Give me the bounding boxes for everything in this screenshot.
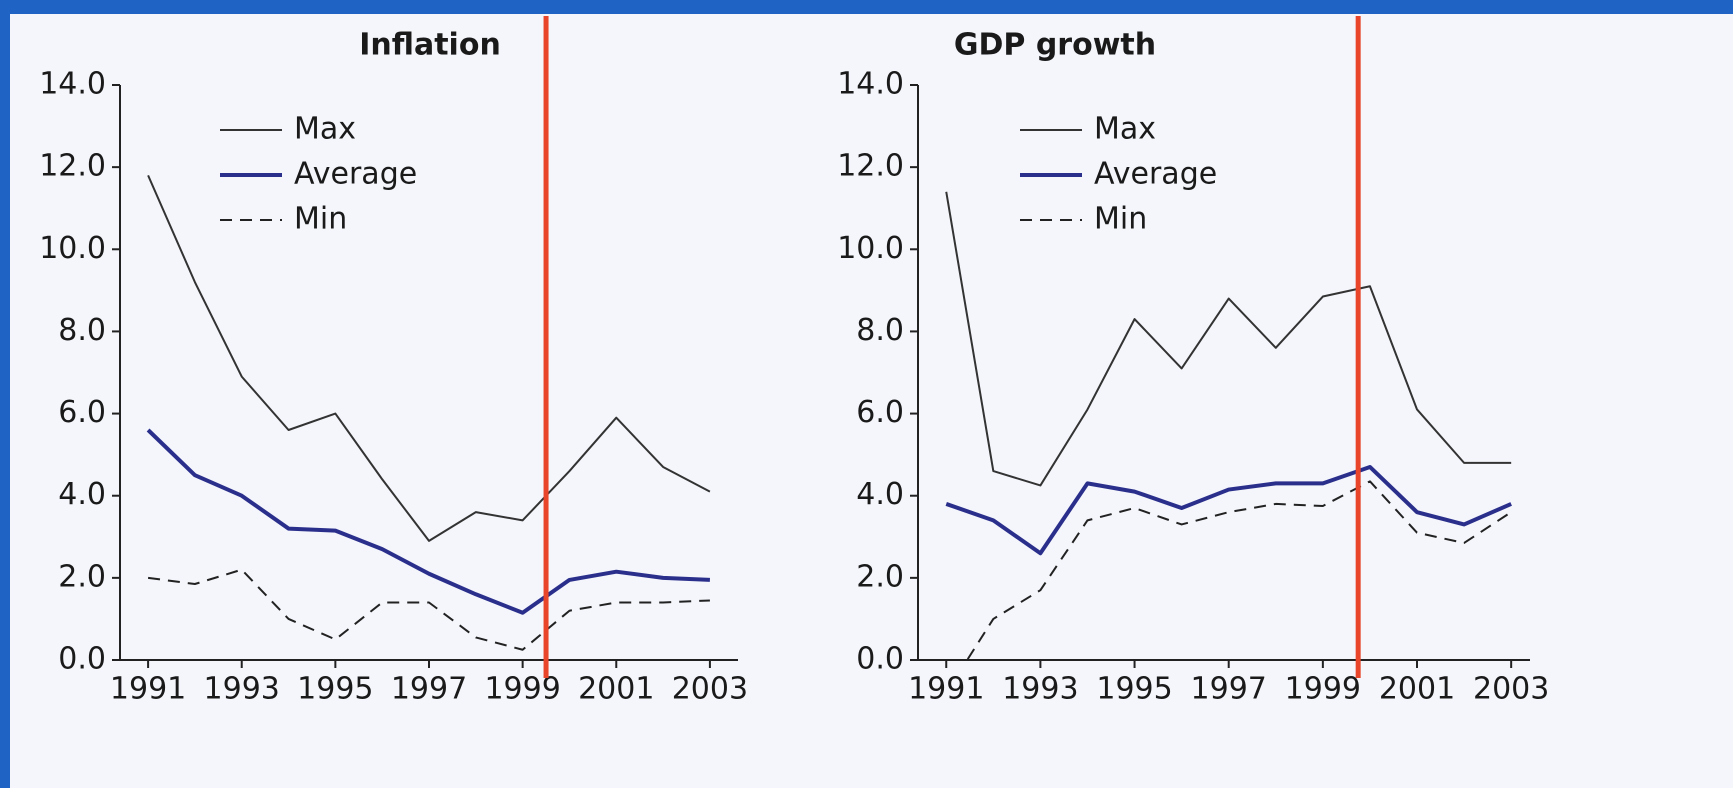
- x-tick-label: 1997: [391, 672, 467, 707]
- x-tick-label: 2003: [672, 672, 748, 707]
- y-tick-label: 4.0: [58, 477, 106, 512]
- y-tick-label: 10.0: [39, 231, 106, 266]
- y-tick-label: 8.0: [856, 313, 904, 348]
- series-line: [147, 568, 710, 651]
- series-line: [147, 174, 711, 542]
- y-tick-label: 0.0: [58, 642, 106, 677]
- x-tick-label: 1995: [297, 672, 373, 707]
- legend-label: Average: [1094, 157, 1217, 192]
- y-tick-label: 14.0: [837, 67, 904, 102]
- x-tick-label: 1993: [1002, 672, 1078, 707]
- y-tick-label: 2.0: [856, 559, 904, 594]
- y-tick-label: 0.0: [856, 642, 904, 677]
- legend-label: Min: [1094, 202, 1147, 237]
- y-tick-label: 6.0: [856, 395, 904, 430]
- legend-label: Average: [294, 157, 417, 192]
- legend-label: Max: [1094, 112, 1156, 147]
- series-line: [945, 464, 1512, 556]
- legend-label: Max: [294, 112, 356, 147]
- x-tick-label: 1991: [908, 672, 984, 707]
- x-tick-label: 1991: [110, 672, 186, 707]
- x-tick-label: 2001: [578, 672, 654, 707]
- x-tick-label: 2003: [1473, 672, 1549, 707]
- chart-title: GDP growth: [954, 28, 1156, 63]
- y-tick-label: 10.0: [837, 231, 904, 266]
- y-tick-label: 2.0: [58, 559, 106, 594]
- legend-label: Min: [294, 202, 347, 237]
- y-tick-label: 12.0: [837, 149, 904, 184]
- series-line: [945, 191, 1512, 487]
- y-tick-label: 4.0: [856, 477, 904, 512]
- x-tick-label: 1995: [1096, 672, 1172, 707]
- y-tick-label: 14.0: [39, 67, 106, 102]
- series-line: [965, 480, 1512, 660]
- x-tick-label: 2001: [1379, 672, 1455, 707]
- chart-title: Inflation: [359, 28, 501, 63]
- y-tick-label: 6.0: [58, 395, 106, 430]
- y-tick-label: 8.0: [58, 313, 106, 348]
- x-tick-label: 1999: [1285, 672, 1361, 707]
- series-line: [146, 428, 710, 615]
- y-tick-label: 12.0: [39, 149, 106, 184]
- x-tick-label: 1997: [1191, 672, 1267, 707]
- x-tick-label: 1999: [484, 672, 560, 707]
- x-tick-label: 1993: [204, 672, 280, 707]
